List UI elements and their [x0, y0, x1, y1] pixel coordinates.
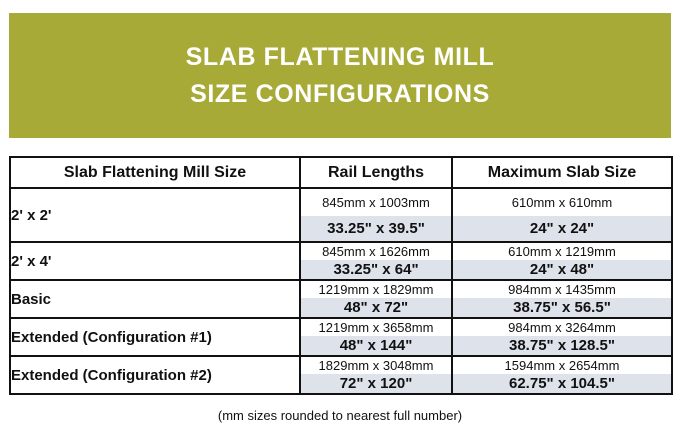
table-row-inches: 48" x 144" 38.75" x 128.5" [10, 336, 672, 356]
rail-length-mm: 845mm x 1626mm [299, 241, 452, 260]
table-row-inches: 72" x 120" 62.75" x 104.5" [10, 374, 672, 394]
table-row-mm: Basic 1219mm x 1829mm 984mm x 1435mm [9, 279, 672, 318]
max-slab-in: 24" x 24" [451, 216, 672, 242]
max-slab-mm: 1594mm x 2654mm [451, 355, 672, 374]
spec-table: Slab Flattening Mill Size Rail Lengths M… [9, 156, 673, 395]
rail-length-mm: 1219mm x 1829mm [299, 279, 452, 298]
max-slab-mm: 984mm x 1435mm [451, 279, 672, 298]
rail-length-mm: 845mm x 1003mm [299, 187, 452, 216]
title-banner: SLAB FLATTENING MILL SIZE CONFIGURATIONS [9, 13, 671, 138]
mill-size-label: Extended (Configuration #2) [9, 355, 300, 394]
banner-title-line-1: SLAB FLATTENING MILL [185, 43, 495, 71]
mill-size-label: Extended (Configuration #1) [9, 317, 300, 356]
header-mill-size: Slab Flattening Mill Size [9, 157, 300, 189]
rail-length-in: 33.25" x 39.5" [299, 216, 452, 242]
max-slab-in: 62.75" x 104.5" [451, 374, 672, 394]
max-slab-in: 38.75" x 56.5" [451, 298, 672, 318]
rail-length-in: 72" x 120" [299, 374, 452, 394]
rail-length-in: 48" x 144" [299, 336, 452, 356]
table-row-mm: 2' x 2' 845mm x 1003mm 610mm x 610mm [9, 187, 672, 242]
table-row-mm: Extended (Configuration #1) 1219mm x 365… [9, 317, 672, 356]
rail-length-in: 33.25" x 64" [299, 260, 452, 280]
header-rail-lengths: Rail Lengths [299, 157, 452, 189]
max-slab-mm: 610mm x 610mm [451, 187, 672, 216]
max-slab-mm: 610mm x 1219mm [451, 241, 672, 260]
mill-size-label: 2' x 2' [9, 187, 300, 242]
table-row-mm: Extended (Configuration #2) 1829mm x 304… [9, 355, 672, 394]
footnote: (mm sizes rounded to nearest full number… [217, 408, 463, 423]
banner-title-line-2: SIZE CONFIGURATIONS [190, 80, 490, 108]
table-header-row: Slab Flattening Mill Size Rail Lengths M… [9, 157, 672, 189]
max-slab-in: 24" x 48" [451, 260, 672, 280]
max-slab-in: 38.75" x 128.5" [451, 336, 672, 356]
size-configuration-table: Slab Flattening Mill Size Rail Lengths M… [9, 156, 673, 395]
header-max-slab-size: Maximum Slab Size [451, 157, 672, 189]
rail-length-mm: 1219mm x 3658mm [299, 317, 452, 336]
max-slab-mm: 984mm x 3264mm [451, 317, 672, 336]
mill-size-label: Basic [9, 279, 300, 318]
table-row-inches: 33.25" x 64" 24" x 48" [10, 260, 672, 280]
table-row-mm: 2' x 4' 845mm x 1626mm 610mm x 1219mm [9, 241, 672, 280]
rail-length-mm: 1829mm x 3048mm [299, 355, 452, 374]
rail-length-in: 48" x 72" [299, 298, 452, 318]
table-row-inches: 33.25" x 39.5" 24" x 24" [10, 216, 672, 242]
table-row-inches: 48" x 72" 38.75" x 56.5" [10, 298, 672, 318]
mill-size-label: 2' x 4' [9, 241, 300, 280]
